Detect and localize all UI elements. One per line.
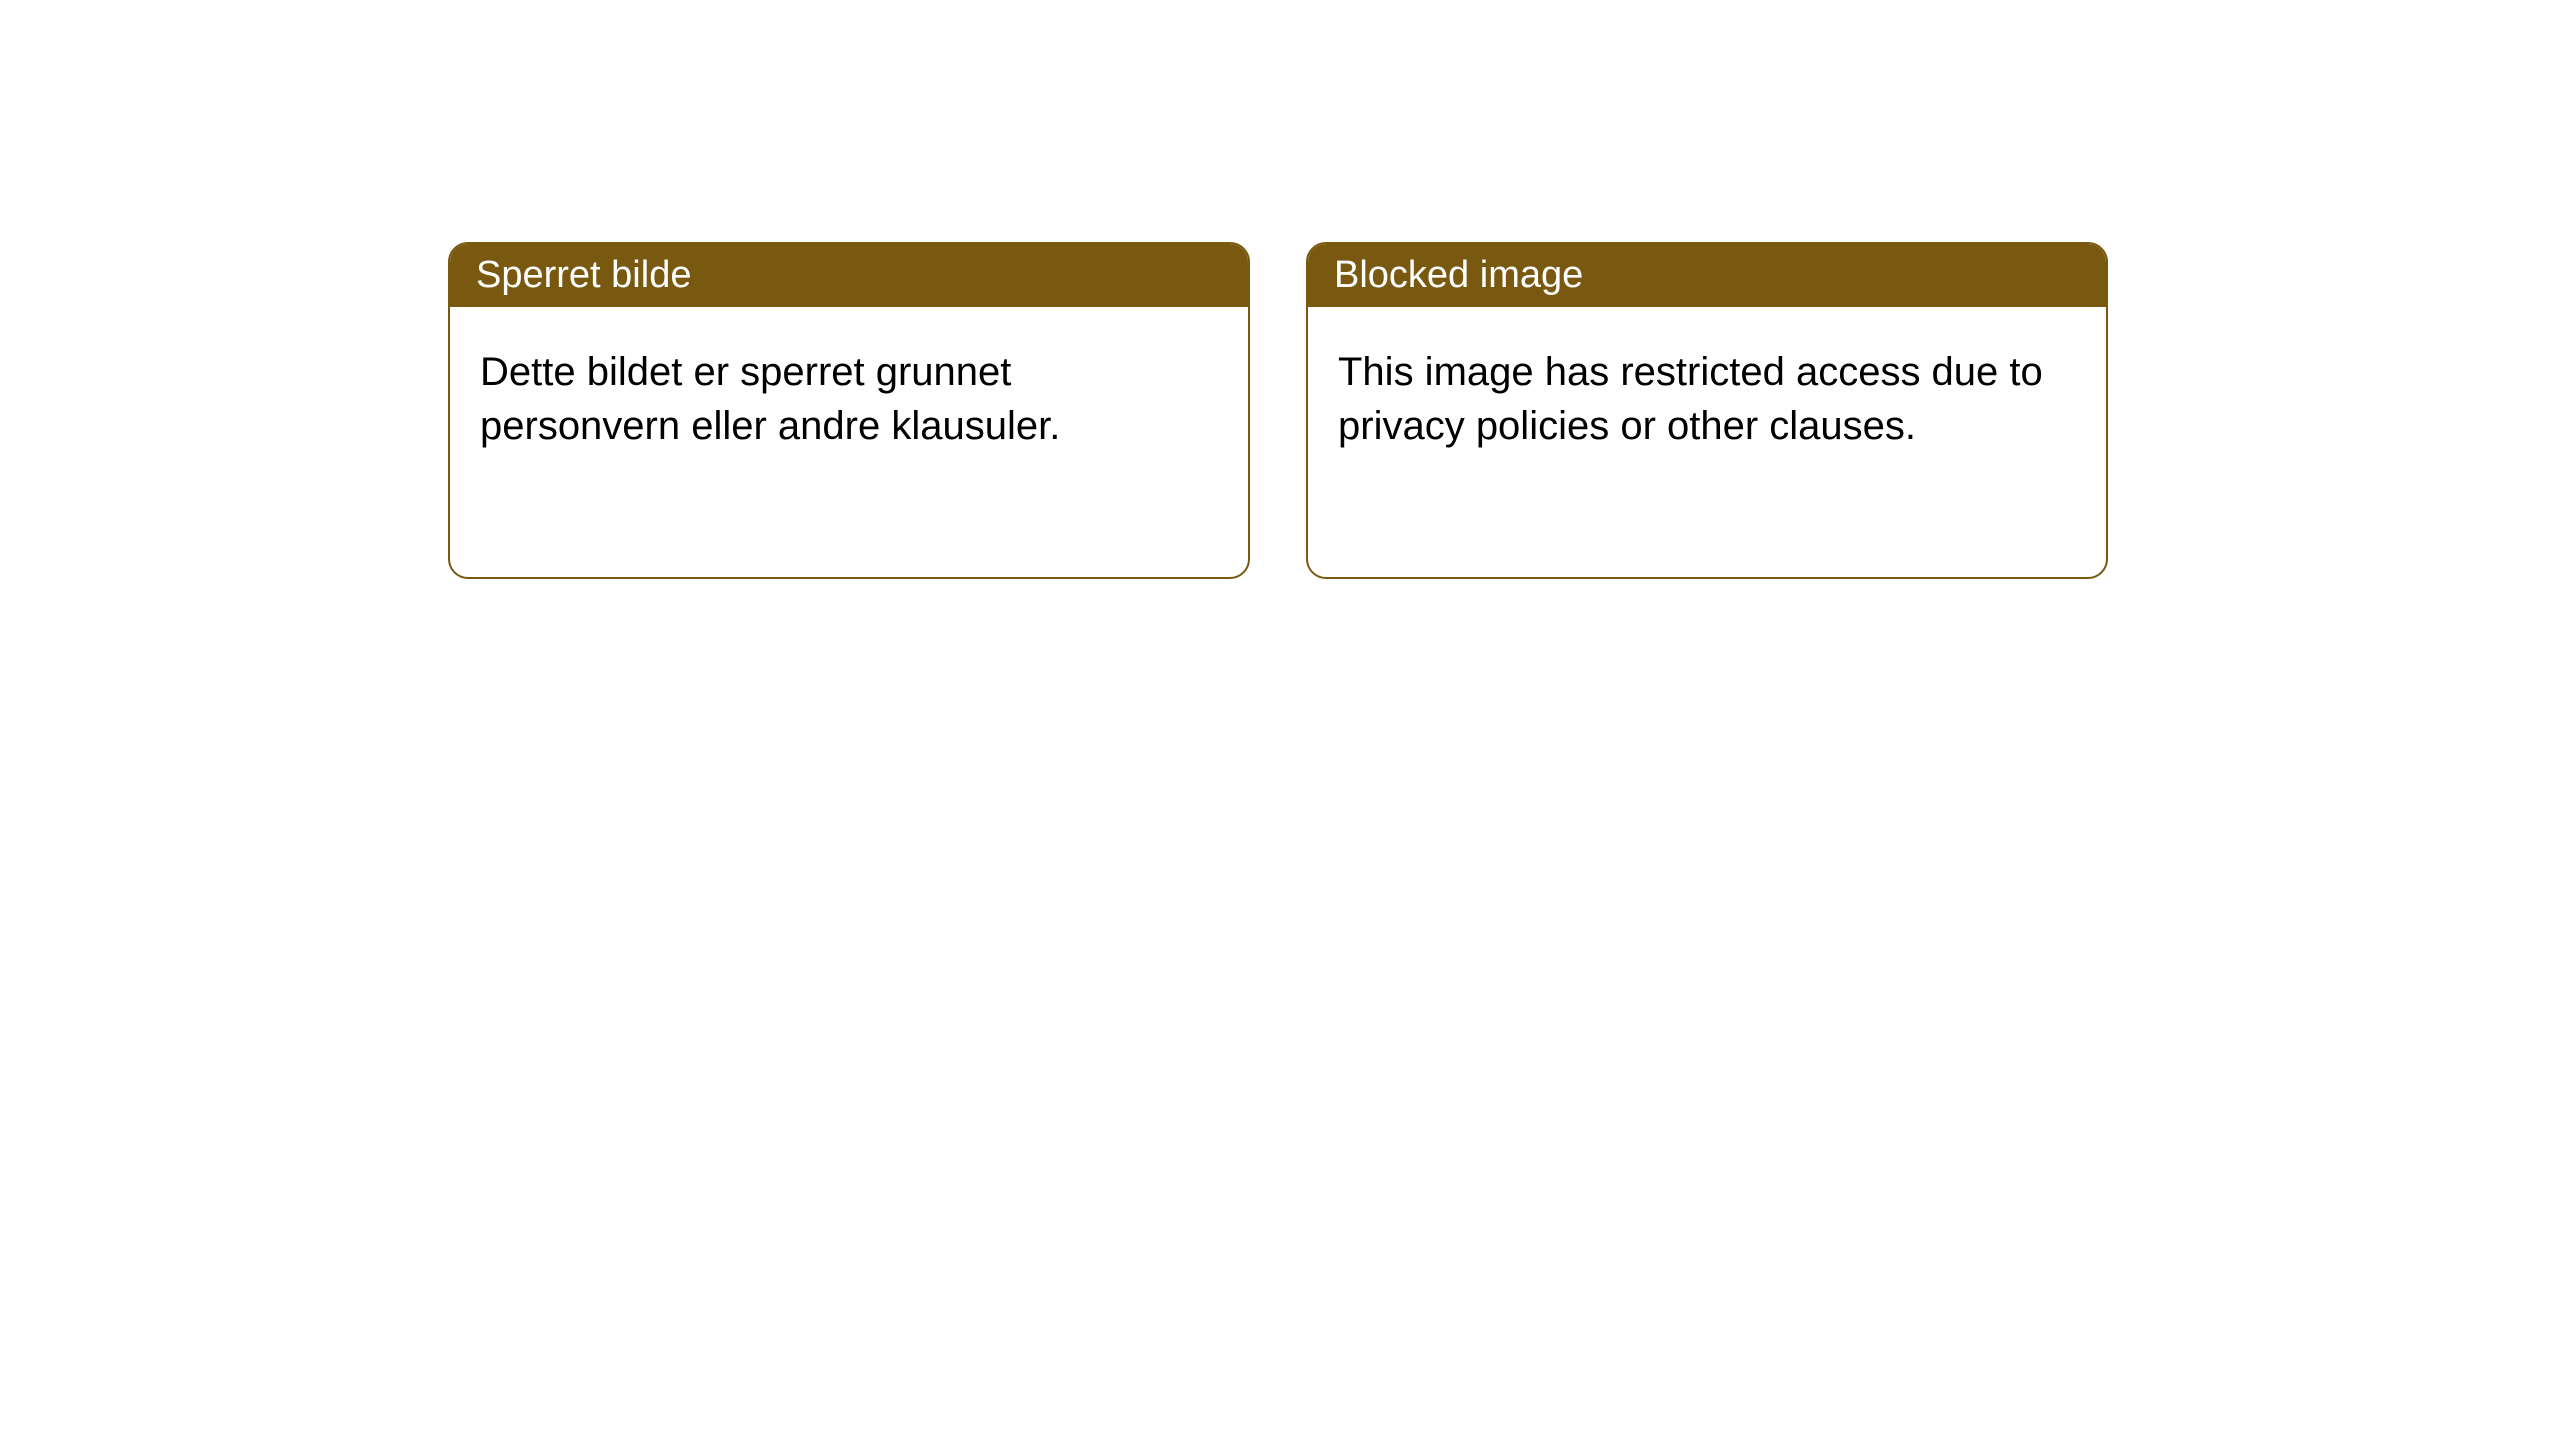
card-title: Sperret bilde (476, 254, 691, 296)
card-body: This image has restricted access due to … (1308, 307, 2106, 577)
card-body-text: This image has restricted access due to … (1338, 350, 2043, 448)
card-body: Dette bildet er sperret grunnet personve… (450, 307, 1248, 577)
card-header: Blocked image (1308, 244, 2106, 307)
blocked-image-card-norwegian: Sperret bilde Dette bildet er sperret gr… (448, 242, 1250, 579)
card-title: Blocked image (1334, 254, 1583, 296)
card-body-text: Dette bildet er sperret grunnet personve… (480, 350, 1060, 448)
blocked-image-card-english: Blocked image This image has restricted … (1306, 242, 2108, 579)
card-header: Sperret bilde (450, 244, 1248, 307)
notice-container: Sperret bilde Dette bildet er sperret gr… (448, 242, 2108, 579)
